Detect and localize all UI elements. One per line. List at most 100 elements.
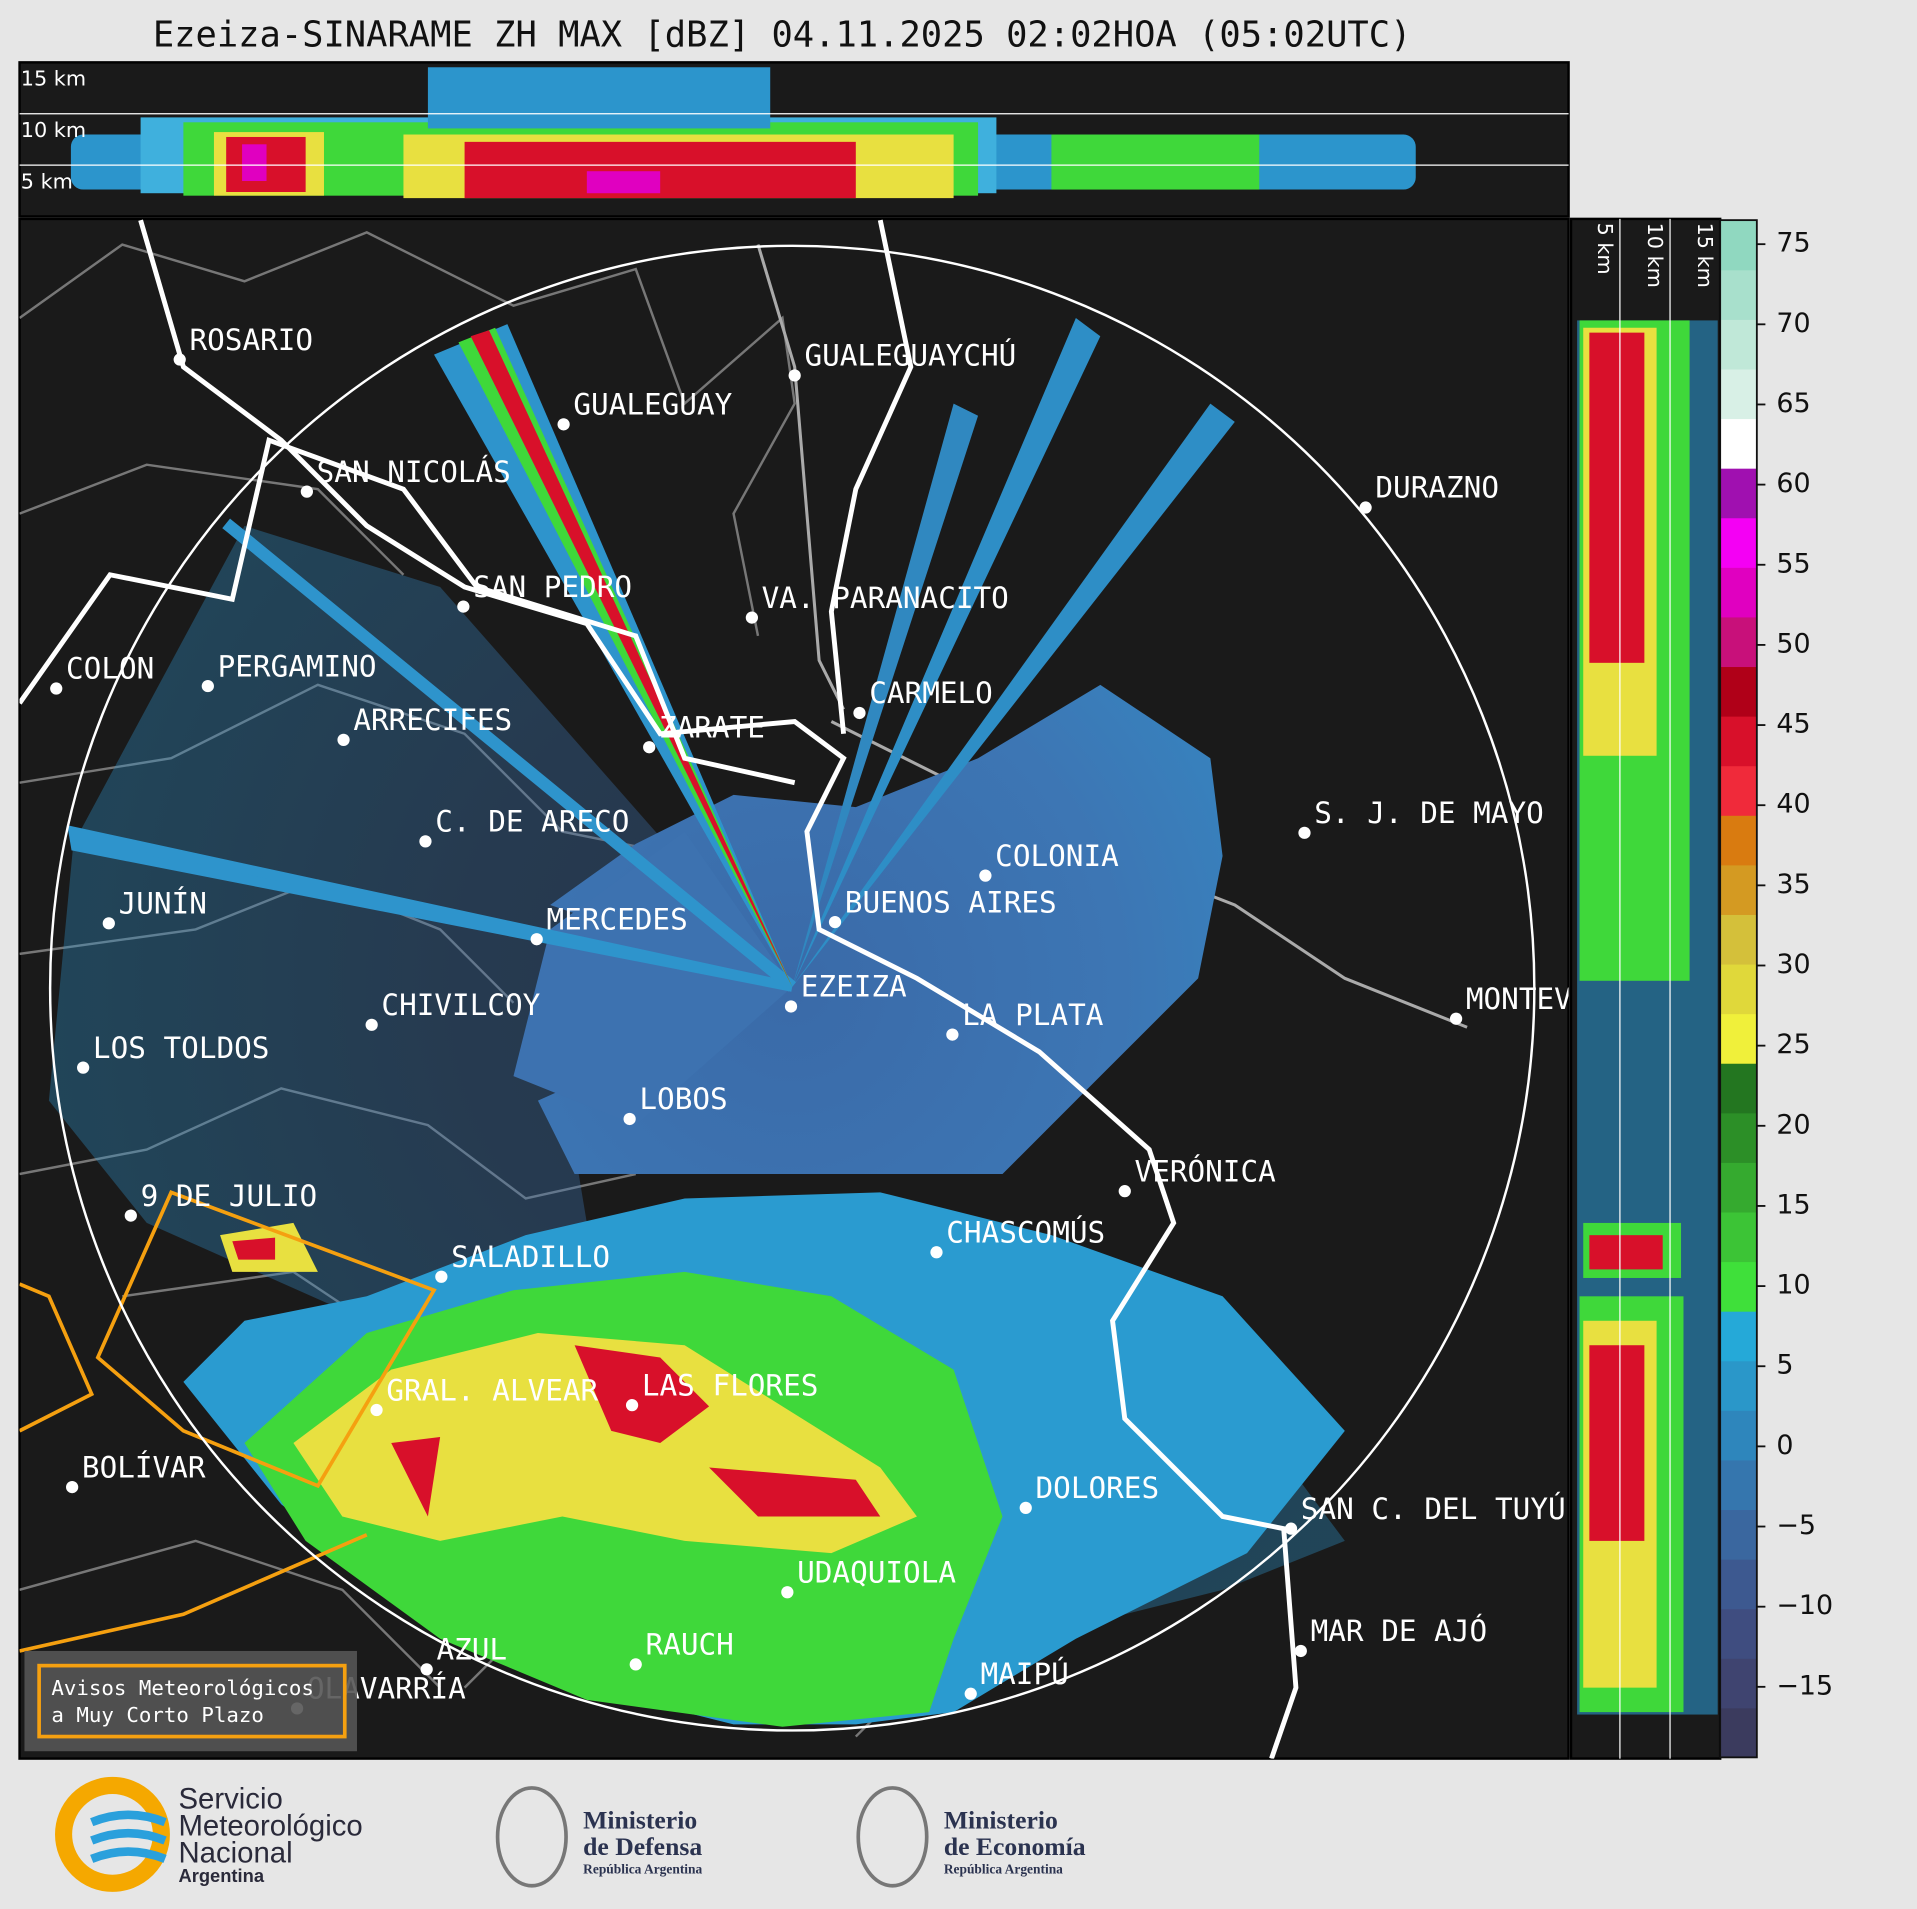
colorbar-tick-label: −10 (1776, 1590, 1833, 1621)
city-label: SAN C. DEL TUYÚ (1301, 1490, 1566, 1526)
city-dot (623, 1112, 636, 1126)
city-label: EZEIZA (801, 970, 907, 1004)
map-content: ROSARIO GUALEGUAYCHÚ GUALEGUAY SAN NICOLÁS D… (19, 219, 1643, 1759)
height-label: 10 km (1643, 223, 1667, 288)
city-label: RAUCH (646, 1628, 734, 1662)
city-label: MONTEVIDEO (1466, 982, 1643, 1016)
city-label: LOBOS (639, 1082, 727, 1116)
city-label: MAIPÚ (981, 1655, 1069, 1691)
colorbar-band (1720, 864, 1757, 915)
city-label: VA. PARANACITO (762, 581, 1009, 615)
city-label: S. J. DE MAYO (1314, 796, 1544, 830)
colorbar-band (1720, 517, 1757, 568)
city-dot (625, 1399, 639, 1412)
city-label: ARRECIFES (353, 703, 512, 737)
colorbar-band (1720, 220, 1757, 271)
colorbar-band (1720, 418, 1757, 469)
colorbar-band (1720, 319, 1757, 370)
footer: Servicio Meteorológico Nacional Argentin… (55, 1776, 1086, 1892)
city-dot (201, 679, 214, 693)
city-dot (964, 1687, 977, 1700)
logo-text: Argentina (178, 1865, 264, 1886)
city-label: BOLÍVAR (82, 1449, 206, 1484)
side-echoes (1577, 320, 1718, 1715)
city-dot (1359, 501, 1372, 514)
city-label: DURAZNO (1375, 471, 1499, 505)
colorbar-band (1720, 269, 1757, 320)
city-dot (781, 1586, 794, 1599)
city-label: VERÓNICA (1135, 1152, 1277, 1188)
city-dot (557, 418, 570, 431)
colorbar-band (1720, 616, 1757, 668)
city-dot (337, 733, 350, 746)
city-label: LA PLATA (962, 998, 1104, 1032)
height-label: 10 km (21, 118, 86, 142)
title: Ezeiza-SINARAME ZH MAX [dBZ] 04.11.2025 … (153, 14, 1412, 55)
city-label: SAN PEDRO (473, 570, 632, 604)
emblem (856, 1786, 929, 1888)
colorbar-band (1720, 1360, 1757, 1411)
city-label: SALADILLO (451, 1240, 610, 1274)
height-label: 15 km (21, 67, 86, 91)
logo-text: República Argentina (583, 1862, 702, 1877)
colorbar-band (1720, 1559, 1757, 1610)
colorbar-band (1720, 1707, 1757, 1758)
city-dot (1298, 826, 1311, 839)
city-dot (1019, 1501, 1032, 1514)
city-label: GUALEGUAYCHÚ (804, 337, 1016, 373)
city-label: CHIVILCOY (381, 988, 540, 1022)
city-dot (1449, 1012, 1463, 1025)
city-label: COLONIA (995, 839, 1119, 873)
city-dot (420, 1663, 433, 1676)
colorbar-band (1720, 1410, 1757, 1461)
city-label: MERCEDES (546, 902, 687, 936)
height-label: 15 km (1693, 223, 1717, 288)
colorbar-tick-label: 55 (1776, 548, 1810, 579)
city-dot (173, 353, 186, 366)
city-label: GUALEGUAY (573, 388, 732, 422)
city-dot (629, 1658, 642, 1671)
colorbar-band (1720, 1509, 1757, 1560)
logo-text: de Defensa (583, 1832, 702, 1861)
city-label: CARMELO (869, 676, 993, 710)
city-label: ROSARIO (189, 323, 313, 357)
city-label: LOS TOLDOS (93, 1031, 270, 1065)
city-dot (457, 600, 470, 613)
city-dot (1284, 1522, 1298, 1535)
city-dot (784, 1000, 798, 1013)
city-label: DOLORES (1036, 1471, 1160, 1505)
city-dot (853, 706, 866, 720)
colorbar-band (1720, 468, 1757, 519)
city-label: ZARATE (659, 710, 765, 744)
city-dot (435, 1270, 448, 1283)
colorbar-tick-label: 50 (1776, 628, 1810, 659)
city-label: MAR DE AJÓ (1311, 1612, 1488, 1648)
top-echoes (70, 67, 1416, 199)
colorbar-band (1720, 1063, 1757, 1114)
colorbar-band (1720, 1211, 1757, 1263)
legend-box (24, 1650, 357, 1752)
city-label: C. DE ARECO (435, 805, 629, 839)
city-dot (300, 485, 313, 498)
city-label: BUENOS AIRES (845, 885, 1057, 919)
city-dot (66, 1480, 79, 1494)
city-dot (102, 917, 115, 930)
colorbar-tick-label: 70 (1776, 308, 1810, 339)
colorbar-band (1720, 666, 1757, 717)
colorbar-band (1720, 815, 1757, 866)
city-label: LAS FLORES (642, 1368, 819, 1402)
colorbar-tick-label: 25 (1776, 1029, 1810, 1060)
colorbar-band (1720, 1162, 1757, 1213)
colorbar-tick-label: 60 (1776, 468, 1810, 499)
city-dot (979, 869, 992, 882)
logo-text: Meteorológico (178, 1810, 362, 1843)
city-label: COLON (66, 652, 154, 686)
legend-text: Avisos Meteorológicos (51, 1676, 314, 1700)
colorbar-tick-label: 15 (1776, 1189, 1810, 1220)
city-dot (1294, 1644, 1307, 1658)
colorbar-band (1720, 1112, 1757, 1163)
colorbar-band (1720, 1311, 1757, 1362)
city-dot (77, 1061, 90, 1074)
colorbar-band (1720, 1261, 1757, 1312)
